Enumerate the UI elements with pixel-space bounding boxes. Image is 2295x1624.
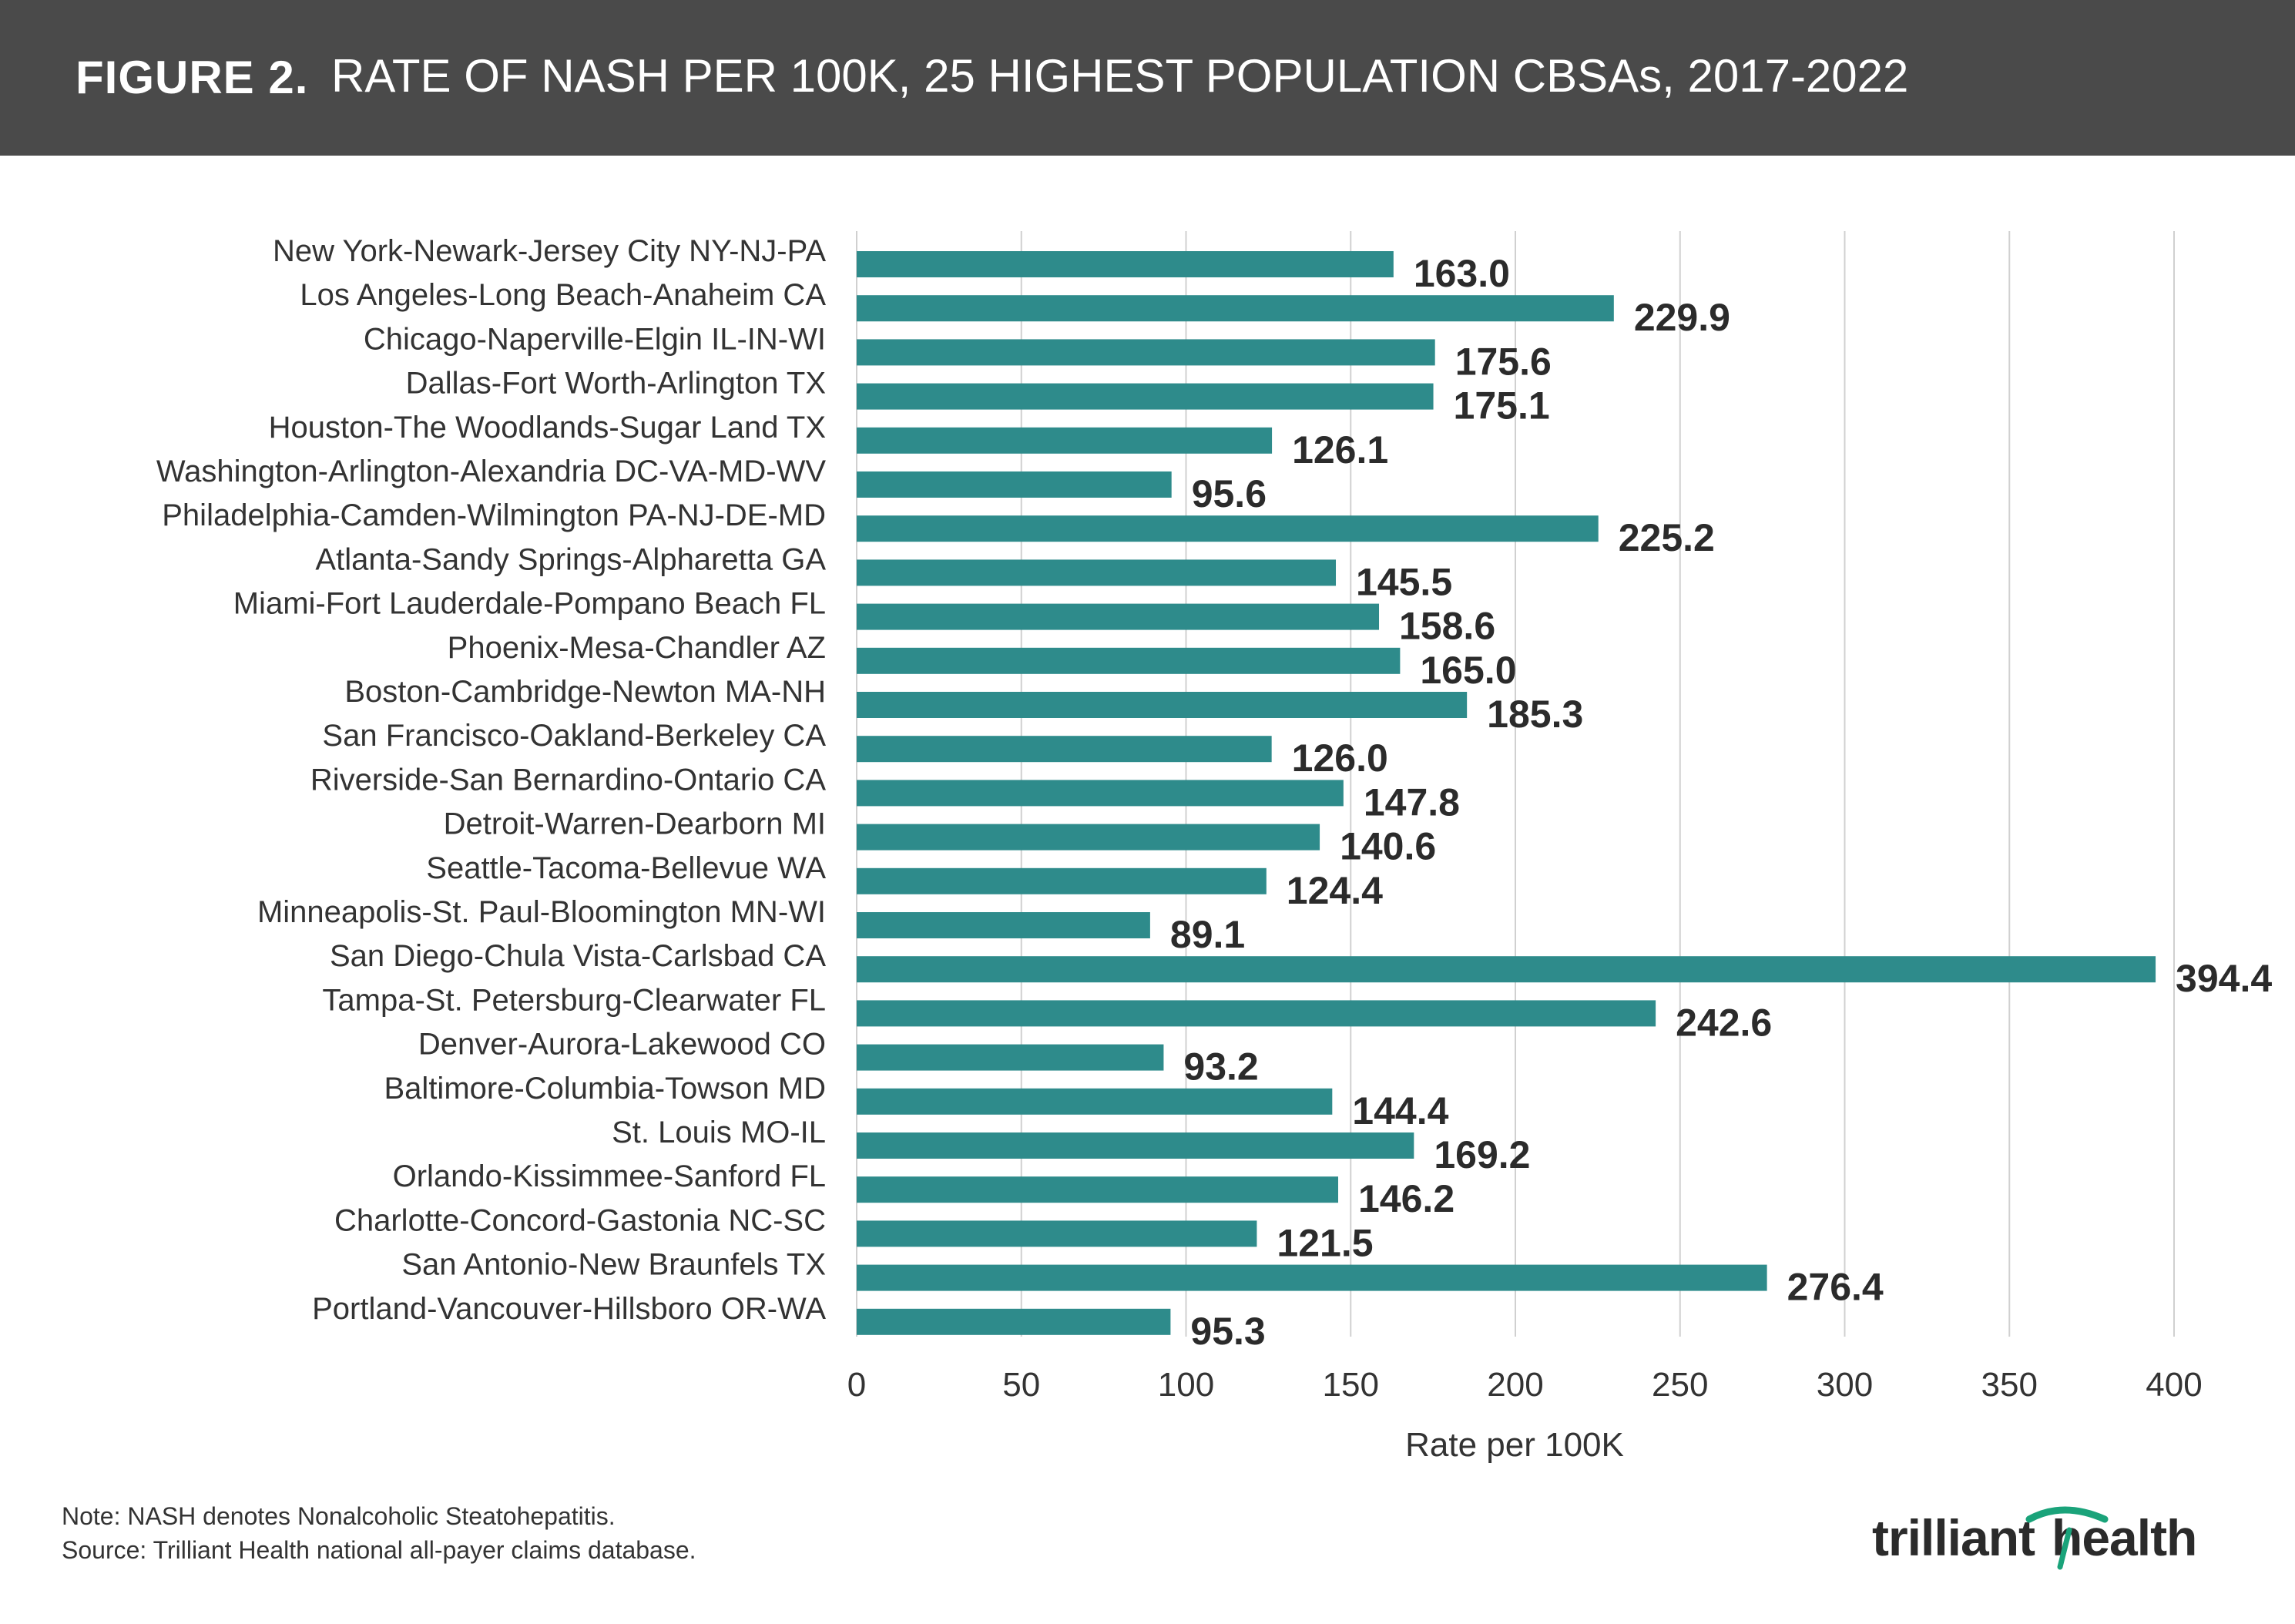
value-label: 95.3 (1190, 1310, 1265, 1353)
value-label: 225.2 (1619, 516, 1715, 559)
x-tick-labels: 0 50 100 150 200 250 300 350 400 (847, 1366, 2203, 1404)
category-label: Philadelphia-Camden-Wilmington PA-NJ-DE-… (162, 498, 826, 532)
category-label: New York-Newark-Jersey City NY-NJ-PA (273, 234, 826, 268)
trilliant-health-logo: trilliant health (1872, 1508, 2197, 1567)
category-label: Houston-The Woodlands-Sugar Land TX (269, 411, 826, 445)
logo-text-left: trilliant (1872, 1509, 2035, 1566)
value-label: 145.5 (1356, 560, 1452, 603)
bar (857, 692, 1468, 718)
bar (857, 1000, 1656, 1027)
category-label: St. Louis MO-IL (612, 1116, 826, 1149)
bar (857, 647, 1401, 674)
category-label: Tampa-St. Petersburg-Clearwater FL (322, 983, 826, 1017)
bar (857, 824, 1320, 851)
bars (857, 251, 2156, 1335)
category-label: Boston-Cambridge-Newton MA-NH (344, 675, 826, 709)
value-label: 140.6 (1340, 825, 1436, 868)
value-label: 229.9 (1634, 296, 1730, 339)
bar (857, 559, 1337, 586)
category-label: Detroit-Warren-Dearborn MI (444, 807, 826, 841)
value-label: 175.6 (1455, 340, 1552, 383)
category-label: Portland-Vancouver-Hillsboro OR-WA (312, 1292, 826, 1326)
value-label: 165.0 (1420, 649, 1516, 692)
x-tick-label: 100 (1158, 1366, 1214, 1404)
x-tick-label: 300 (1817, 1366, 1873, 1404)
category-labels: New York-Newark-Jersey City NY-NJ-PA Los … (156, 234, 826, 1326)
category-label: Minneapolis-St. Paul-Bloomington MN-WI (257, 895, 826, 929)
bar (857, 1044, 1164, 1071)
footnote-source: Source: Trilliant Health national all-pa… (62, 1536, 696, 1564)
bar (857, 780, 1344, 807)
bar (857, 1088, 1333, 1115)
bar (857, 956, 2156, 983)
value-label: 146.2 (1358, 1177, 1455, 1220)
value-label: 185.3 (1487, 693, 1583, 736)
value-label: 121.5 (1277, 1221, 1373, 1264)
bar (857, 1176, 1339, 1203)
value-label: 394.4 (2176, 957, 2272, 1000)
bar (857, 295, 1614, 322)
bar (857, 1132, 1414, 1159)
x-tick-label: 200 (1487, 1366, 1543, 1404)
value-label: 89.1 (1170, 913, 1245, 956)
bar (857, 471, 1172, 498)
x-tick-label: 0 (847, 1366, 866, 1404)
value-label: 169.2 (1434, 1133, 1530, 1176)
bar (857, 736, 1272, 763)
x-tick-label: 400 (2146, 1366, 2202, 1404)
category-label: Orlando-Kissimmee-Sanford FL (393, 1159, 826, 1193)
category-label: Atlanta-Sandy Springs-Alpharetta GA (315, 542, 826, 576)
value-label: 147.8 (1364, 780, 1460, 824)
value-label: 93.2 (1183, 1045, 1258, 1089)
value-label: 144.4 (1352, 1089, 1448, 1132)
category-label: Seattle-Tacoma-Bellevue WA (426, 851, 826, 885)
footnote-note: Note: NASH denotes Nonalcoholic Steatohe… (62, 1502, 616, 1530)
bar (857, 515, 1599, 542)
bar (857, 339, 1435, 366)
bar (857, 1264, 1767, 1291)
category-label: Phoenix-Mesa-Chandler AZ (448, 631, 826, 665)
value-label: 276.4 (1787, 1266, 1884, 1309)
category-label: San Diego-Chula Vista-Carlsbad CA (330, 939, 826, 973)
x-tick-label: 350 (1981, 1366, 2038, 1404)
value-label: 175.1 (1454, 384, 1550, 428)
category-label: San Francisco-Oakland-Berkeley CA (322, 719, 826, 753)
figure-label: FIGURE 2. (75, 52, 309, 103)
category-label: Riverside-San Bernardino-Ontario CA (310, 763, 827, 797)
logo-text-right: health (2052, 1509, 2197, 1566)
bar (857, 251, 1394, 277)
category-label: Miami-Fort Lauderdale-Pompano Beach FL (233, 587, 826, 621)
bar (857, 1308, 1171, 1335)
bar (857, 867, 1267, 894)
x-tick-label: 50 (1002, 1366, 1040, 1404)
value-label: 163.0 (1414, 252, 1510, 295)
figure-title: RATE OF NASH PER 100K, 25 HIGHEST POPULA… (331, 50, 1909, 102)
category-label: Baltimore-Columbia-Towson MD (384, 1072, 827, 1106)
category-label: Dallas-Fort Worth-Arlington TX (406, 367, 826, 401)
category-label: Denver-Aurora-Lakewood CO (418, 1028, 826, 1062)
category-label: Los Angeles-Long Beach-Anaheim CA (300, 278, 826, 312)
category-label: Washington-Arlington-Alexandria DC-VA-MD… (156, 455, 826, 488)
value-label: 242.6 (1676, 1001, 1772, 1044)
bar (857, 603, 1380, 630)
category-label: Chicago-Naperville-Elgin IL-IN-WI (364, 322, 826, 356)
bar (857, 912, 1150, 938)
x-axis-label: Rate per 100K (1405, 1426, 1624, 1464)
bar (857, 1220, 1257, 1247)
bar (857, 383, 1434, 410)
category-label: Charlotte-Concord-Gastonia NC-SC (334, 1203, 826, 1237)
figure-header: FIGURE 2. RATE OF NASH PER 100K, 25 HIGH… (0, 0, 2295, 156)
value-label: 126.1 (1292, 428, 1388, 471)
x-tick-label: 250 (1652, 1366, 1708, 1404)
bar (857, 427, 1273, 454)
value-labels: 163.0229.9175.6175.1126.195.6225.2145.51… (1170, 252, 2272, 1353)
x-tick-label: 150 (1323, 1366, 1379, 1404)
value-label: 126.0 (1292, 737, 1388, 780)
logo-swoosh-icon (2025, 1506, 2109, 1570)
value-label: 158.6 (1399, 605, 1495, 648)
value-label: 124.4 (1287, 869, 1383, 912)
category-label: San Antonio-New Braunfels TX (401, 1248, 826, 1282)
value-label: 95.6 (1192, 472, 1267, 515)
